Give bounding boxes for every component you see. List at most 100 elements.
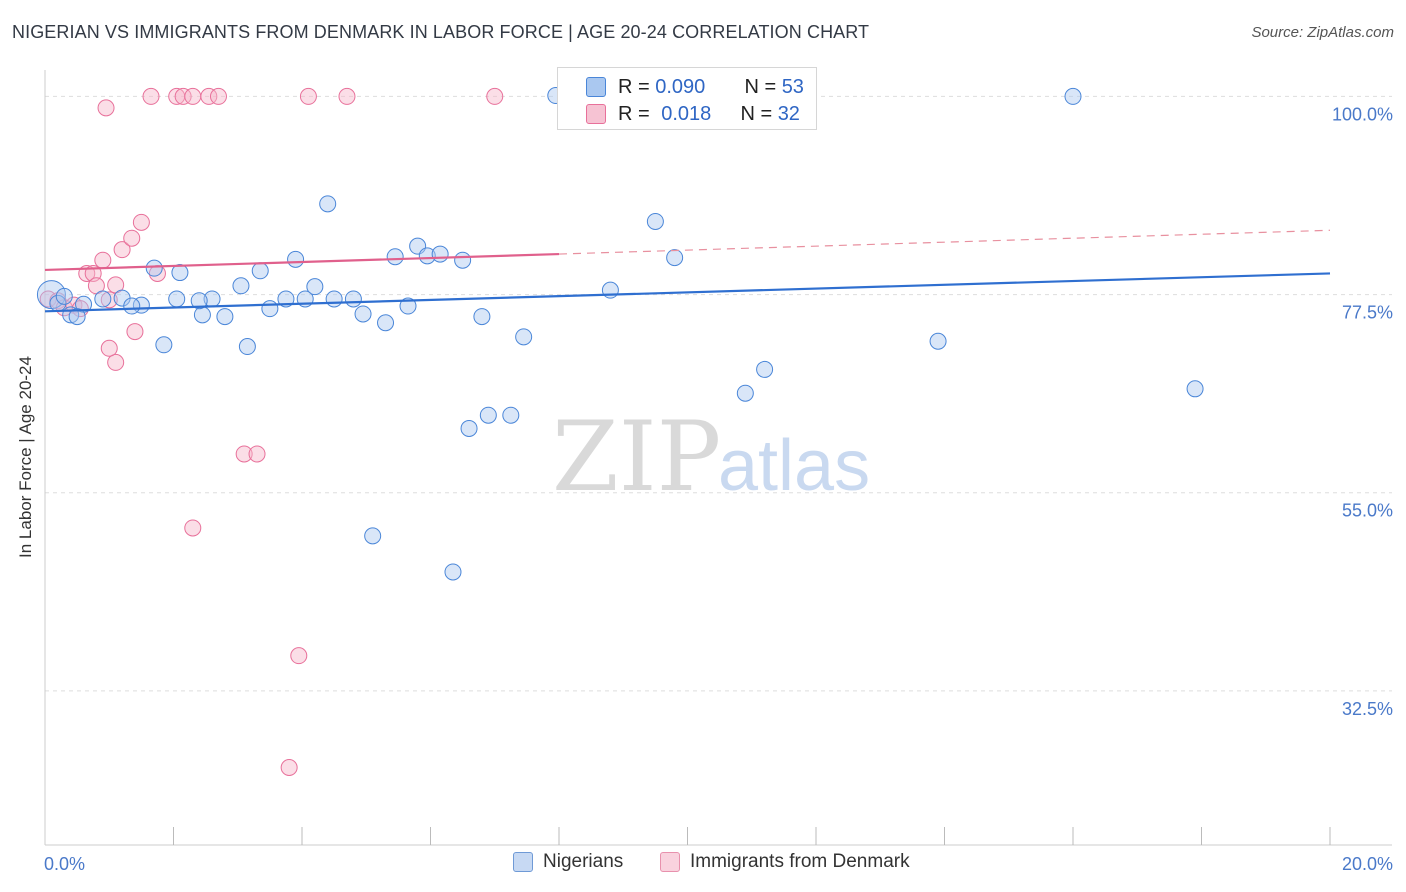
data-point-nigerians bbox=[431, 245, 449, 263]
data-point-denmark bbox=[126, 323, 144, 341]
chart-title: NIGERIAN VS IMMIGRANTS FROM DENMARK IN L… bbox=[12, 22, 870, 42]
data-point-nigerians bbox=[502, 406, 520, 424]
legend-swatch bbox=[513, 852, 533, 872]
watermark: ZIP atlas bbox=[552, 401, 870, 513]
trend-lines bbox=[44, 229, 1331, 313]
source-label: Source: ZipAtlas.com bbox=[1251, 24, 1394, 41]
data-point-nigerians bbox=[1186, 380, 1204, 398]
data-point-nigerians bbox=[386, 248, 404, 266]
data-point-denmark bbox=[94, 251, 112, 269]
data-point-nigerians bbox=[354, 305, 372, 323]
data-point-nigerians bbox=[399, 297, 417, 315]
data-point-nigerians bbox=[155, 336, 173, 354]
legend-n-label: N = bbox=[740, 103, 778, 125]
data-point-denmark bbox=[97, 99, 115, 117]
data-point-nigerians bbox=[168, 290, 186, 308]
legend-swatch-nigerians bbox=[586, 77, 606, 97]
trendline-nigerians bbox=[44, 272, 1331, 313]
data-point-nigerians bbox=[325, 290, 343, 308]
data-point-denmark bbox=[338, 87, 356, 105]
data-point-denmark bbox=[132, 213, 150, 231]
legend-n-label: N = bbox=[744, 76, 782, 98]
data-point-nigerians bbox=[454, 251, 472, 269]
legend-swatch bbox=[660, 852, 680, 872]
legend-item-nigerians: Nigerians bbox=[513, 851, 623, 873]
legend-r-label: R = bbox=[618, 76, 656, 98]
watermark-zip: ZIP bbox=[552, 401, 721, 513]
legend-r-label: R = bbox=[618, 103, 656, 125]
data-point-denmark bbox=[184, 87, 202, 105]
data-point-nigerians bbox=[646, 212, 664, 230]
data-point-nigerians bbox=[251, 262, 269, 280]
data-point-denmark bbox=[100, 291, 118, 309]
tick-labels: 100.0% 77.5% 55.0% 32.5% 0.0% 20.0% bbox=[44, 104, 1393, 874]
data-point-denmark bbox=[248, 445, 266, 463]
data-point-nigerians bbox=[261, 300, 279, 318]
legend-r-value: 0.090 bbox=[655, 76, 706, 98]
data-point-denmark bbox=[107, 353, 125, 371]
data-point-nigerians bbox=[344, 290, 362, 308]
legend-r-value: 0.018 bbox=[661, 103, 712, 125]
data-point-nigerians bbox=[666, 249, 684, 267]
legend-row-nigerians: R = 0.090 N = 53 bbox=[618, 76, 804, 99]
legend-label: Nigerians bbox=[543, 851, 624, 872]
axes bbox=[44, 70, 1392, 846]
data-point-nigerians bbox=[55, 287, 73, 305]
series-nigerians-points bbox=[36, 87, 1204, 581]
data-point-denmark bbox=[200, 87, 218, 105]
correlation-legend: R = 0.090 N = 53 R = 0.018 N = 32 bbox=[557, 67, 817, 130]
data-point-nigerians bbox=[364, 527, 382, 545]
data-point-nigerians bbox=[756, 360, 774, 378]
data-point-denmark bbox=[142, 87, 160, 105]
data-point-denmark bbox=[299, 87, 317, 105]
data-point-nigerians bbox=[418, 247, 436, 265]
data-point-nigerians bbox=[377, 314, 395, 332]
data-point-nigerians bbox=[287, 250, 305, 268]
legend-n-value: 32 bbox=[777, 103, 800, 125]
y-tick-label: 32.5% bbox=[1342, 699, 1393, 719]
data-point-denmark bbox=[184, 519, 202, 537]
data-point-denmark bbox=[280, 759, 298, 776]
y-tick-label: 77.5% bbox=[1342, 303, 1393, 323]
data-point-nigerians bbox=[460, 419, 478, 437]
data-point-nigerians bbox=[479, 406, 497, 424]
y-tick-label: 100.0% bbox=[1332, 104, 1393, 124]
trendline-denmark-extension bbox=[558, 229, 1331, 255]
series-legend: Nigerians Immigrants from Denmark bbox=[0, 851, 1406, 877]
data-point-denmark bbox=[290, 647, 308, 665]
data-point-nigerians bbox=[473, 308, 491, 326]
trendline-denmark bbox=[44, 252, 560, 272]
data-point-denmark bbox=[174, 87, 192, 105]
data-point-nigerians bbox=[736, 384, 754, 402]
data-point-denmark bbox=[123, 229, 141, 247]
data-point-nigerians bbox=[929, 332, 947, 350]
data-point-nigerians bbox=[232, 277, 250, 295]
data-point-nigerians bbox=[216, 308, 234, 326]
data-point-nigerians bbox=[68, 308, 86, 326]
data-point-nigerians bbox=[306, 278, 324, 296]
data-point-nigerians bbox=[171, 264, 189, 282]
x-tick-label: 20.0% bbox=[1342, 854, 1393, 874]
x-tick-label: 0.0% bbox=[44, 854, 85, 874]
data-point-nigerians bbox=[444, 563, 462, 581]
data-point-denmark bbox=[209, 87, 227, 105]
data-point-denmark bbox=[235, 445, 253, 463]
watermark-atlas: atlas bbox=[718, 426, 870, 506]
data-point-nigerians bbox=[94, 290, 112, 308]
legend-item-denmark: Immigrants from Denmark bbox=[660, 851, 910, 873]
data-point-nigerians bbox=[319, 195, 337, 213]
data-point-nigerians bbox=[190, 292, 208, 310]
series-denmark-points bbox=[39, 87, 504, 776]
data-point-nigerians bbox=[193, 306, 211, 324]
legend-label: Immigrants from Denmark bbox=[690, 851, 910, 872]
data-point-nigerians bbox=[277, 290, 295, 308]
data-point-nigerians bbox=[238, 338, 256, 356]
data-point-denmark bbox=[486, 87, 504, 105]
y-tick-label: 55.0% bbox=[1342, 501, 1393, 521]
data-point-nigerians bbox=[123, 297, 141, 315]
data-point-denmark bbox=[100, 339, 118, 357]
data-point-nigerians bbox=[1064, 87, 1082, 105]
legend-row-denmark: R = 0.018 N = 32 bbox=[618, 103, 800, 126]
data-point-nigerians bbox=[515, 328, 533, 346]
